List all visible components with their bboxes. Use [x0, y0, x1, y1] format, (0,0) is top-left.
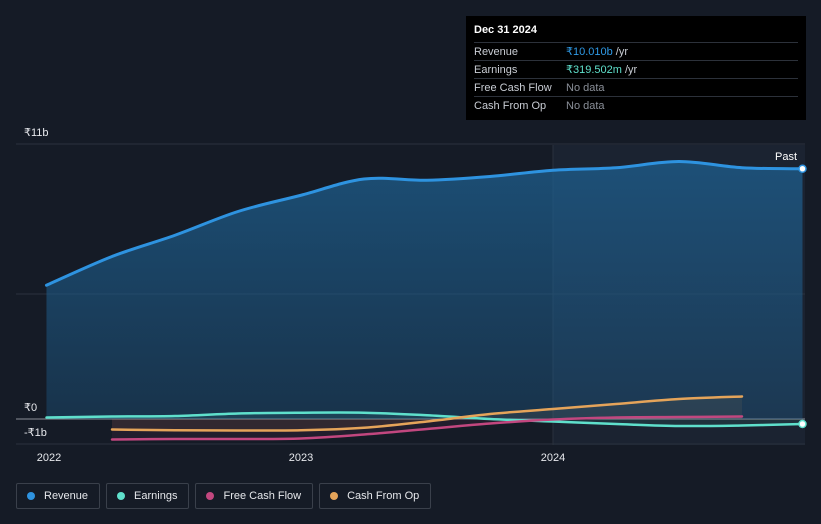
free-cash-flow-line: [110, 415, 744, 441]
tooltip-row-earnings: Earnings ₹319.502m /yr: [474, 60, 798, 78]
legend-item-free-cash-flow[interactable]: Free Cash Flow: [195, 483, 314, 509]
legend-dot-icon: [117, 492, 126, 500]
revenue-area: [46, 161, 803, 419]
legend-item-earnings[interactable]: Earnings: [106, 483, 190, 509]
tooltip-unit: /yr: [624, 63, 638, 76]
y-axis-top-label: ₹11b: [24, 127, 49, 139]
legend: Revenue Earnings Free Cash Flow Cash Fro…: [16, 483, 432, 509]
tooltip-row-free-cash-flow: Free Cash Flow No data: [474, 78, 798, 96]
revenue-endpoint: [798, 164, 807, 173]
tooltip-label: Free Cash Flow: [474, 81, 552, 94]
tooltip-value: No data: [566, 81, 605, 94]
legend-label: Revenue: [44, 490, 89, 502]
tooltip-value: ₹10.010b: [566, 46, 613, 58]
legend-label: Earnings: [134, 490, 178, 502]
legend-label: Free Cash Flow: [223, 490, 302, 502]
cash-from-op-area: [112, 396, 742, 431]
tooltip-value: ₹319.502m: [566, 64, 622, 76]
x-tick-2022: 2022: [37, 452, 61, 464]
revenue-line: [44, 159, 804, 287]
legend-dot-icon: [27, 492, 35, 500]
legend-item-cash-from-op[interactable]: Cash From Op: [319, 483, 432, 509]
past-label: Past: [775, 151, 797, 163]
tooltip-date: Dec 31 2024: [474, 24, 537, 36]
tooltip: Dec 31 2024 Revenue ₹10.010b /yr Earning…: [466, 16, 806, 120]
tooltip-label: Earnings: [474, 63, 518, 76]
tooltip-label: Cash From Op: [474, 99, 547, 112]
legend-dot-icon: [206, 492, 215, 500]
legend-label: Cash From Op: [347, 490, 420, 502]
earnings-endpoint: [798, 419, 807, 429]
tooltip-value: No data: [566, 99, 605, 112]
x-tick-2024: 2024: [541, 452, 565, 464]
cash-from-op-line: [110, 395, 744, 432]
chart: ₹11b ₹0 -₹1b Past 2022 2023 2024: [16, 127, 807, 464]
tooltip-row-revenue: Revenue ₹10.010b /yr: [474, 42, 798, 60]
legend-item-revenue[interactable]: Revenue: [16, 483, 101, 509]
y-axis-bottom-label: -₹1b: [24, 427, 47, 439]
tooltip-unit: /yr: [615, 45, 628, 58]
x-tick-2023: 2023: [289, 452, 313, 464]
y-axis-zero-label: ₹0: [24, 402, 37, 414]
tooltip-label: Revenue: [474, 45, 519, 58]
legend-dot-icon: [330, 492, 339, 500]
earnings-line: [45, 411, 804, 428]
tooltip-row-cash-from-op: Cash From Op No data: [474, 96, 798, 114]
